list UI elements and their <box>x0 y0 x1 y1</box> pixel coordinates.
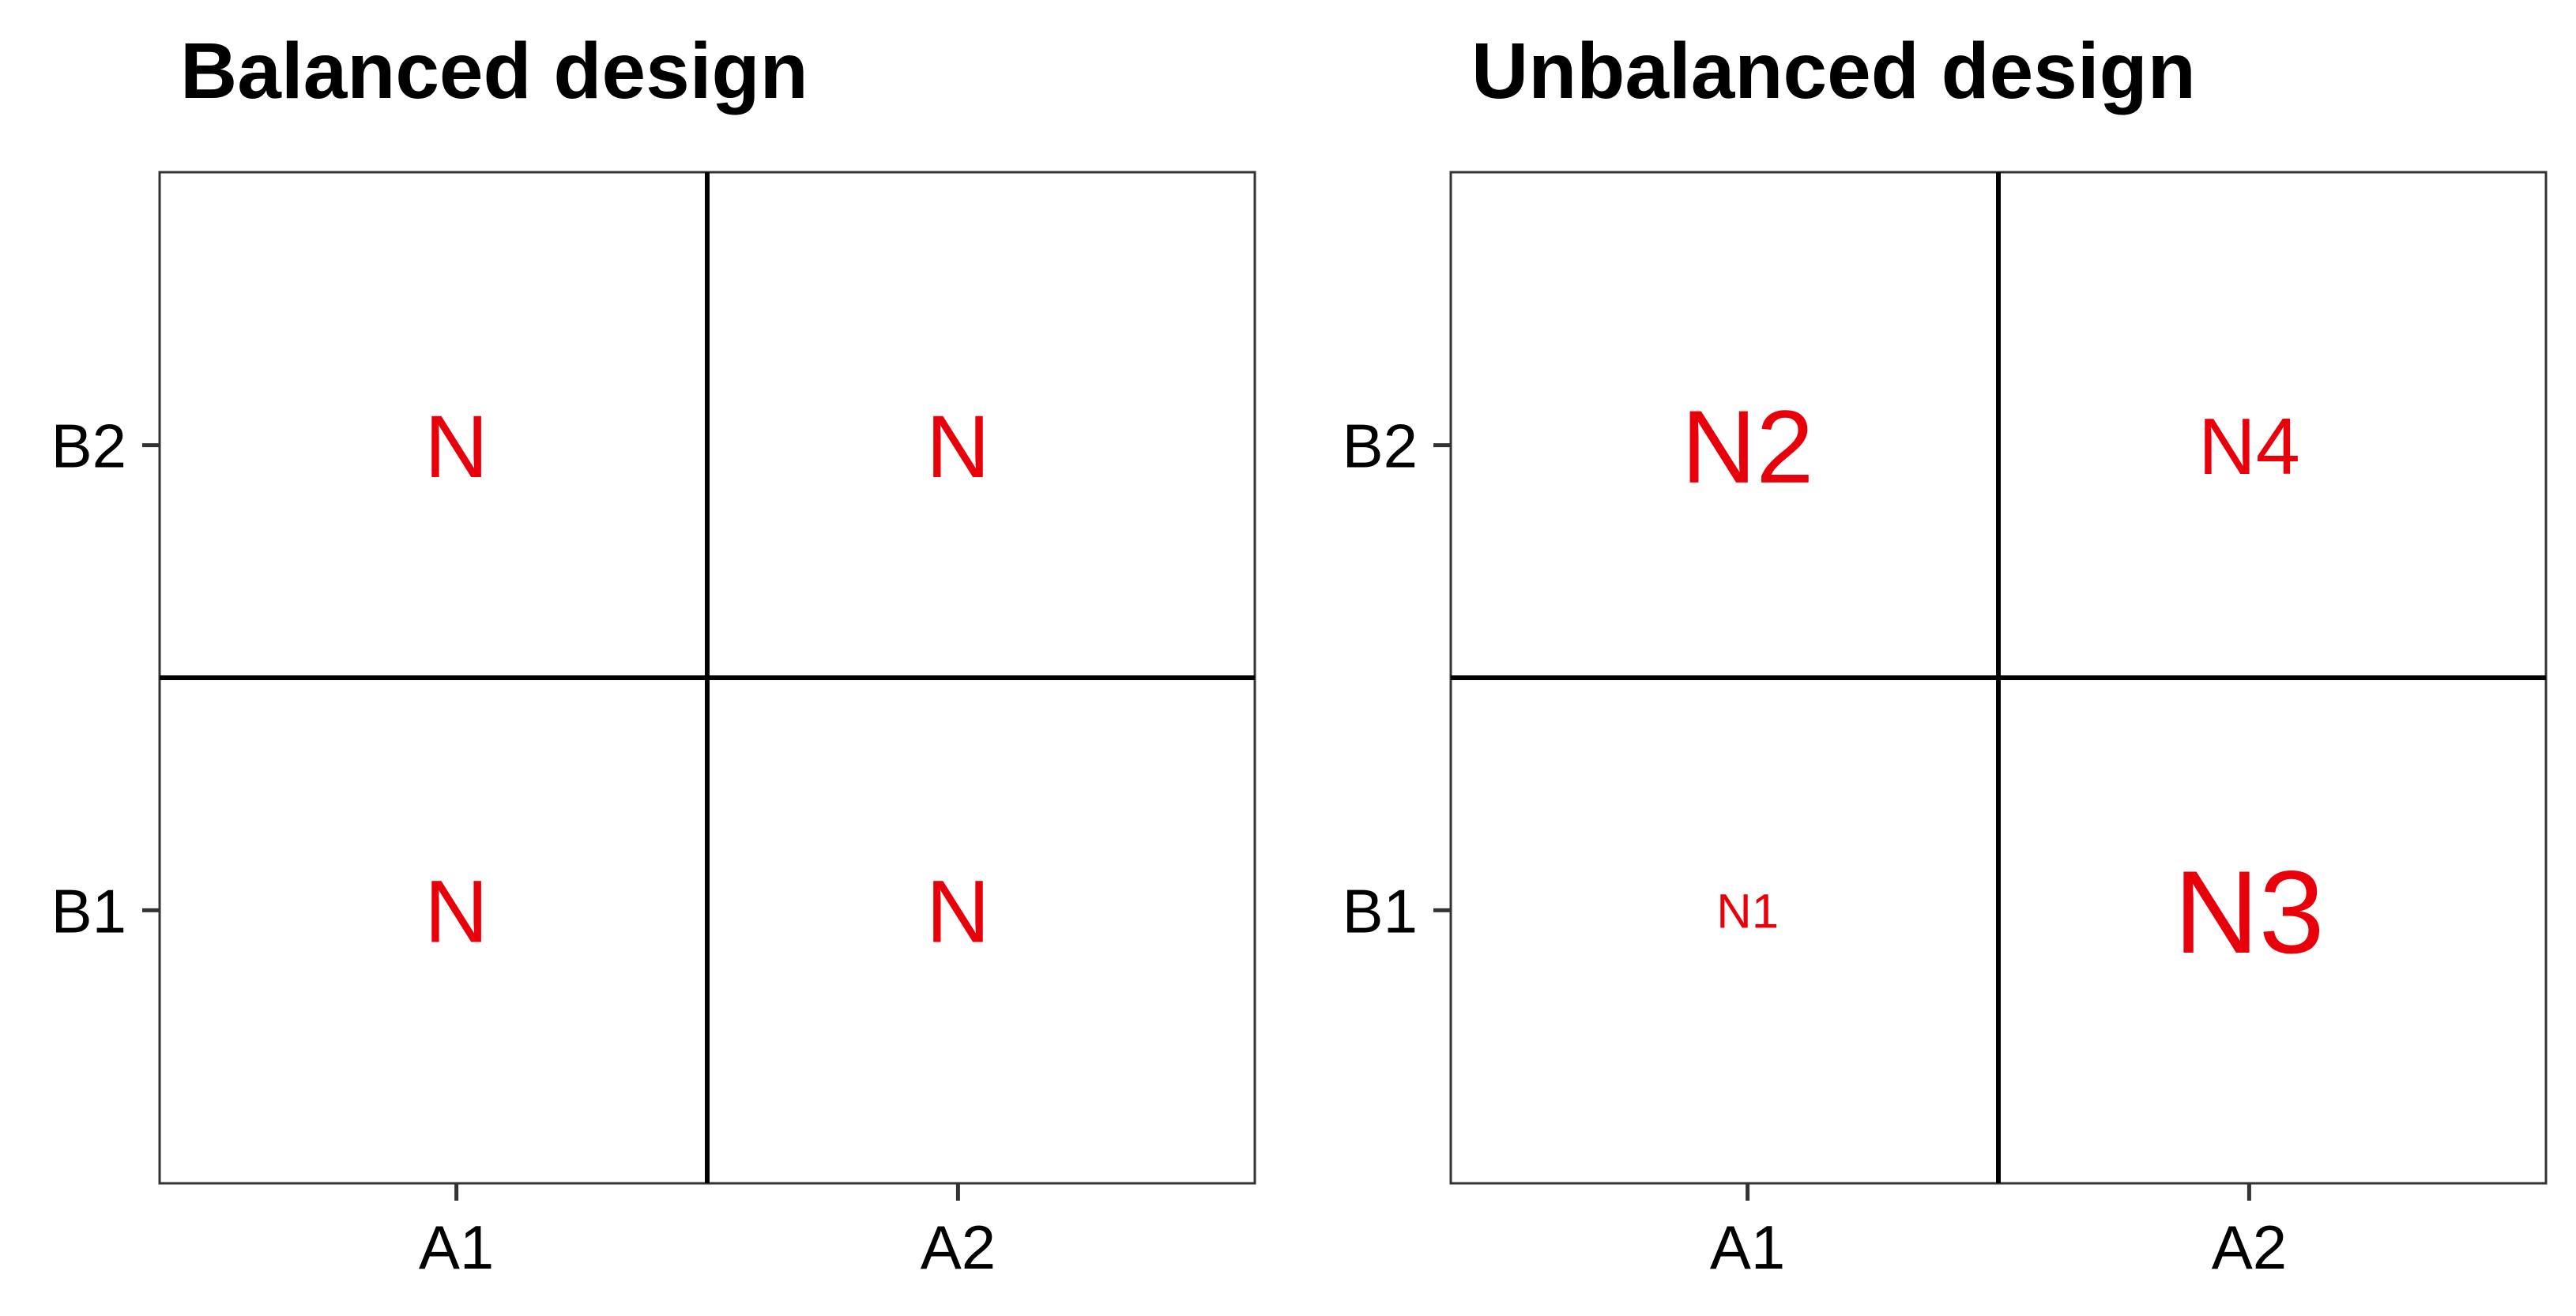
y-tick-label: B1 <box>1343 876 1418 946</box>
x-tick-label: A2 <box>2212 1213 2287 1282</box>
cell-label: N2 <box>1682 389 1813 505</box>
panel-unbalanced: Unbalanced design A1 A2 B2 B1 N2 N4 N1 N3 <box>1343 27 2548 1282</box>
cell-label: N3 <box>2174 846 2324 978</box>
panel-title: Balanced design <box>180 27 808 115</box>
cell-label: N <box>424 863 488 961</box>
y-tick-label: B2 <box>1343 412 1418 481</box>
cell-label: N1 <box>1716 885 1779 939</box>
y-tick-label: B1 <box>51 876 126 946</box>
cell-label: N <box>424 397 488 496</box>
panel-balanced: Balanced design A1 A2 B2 B1 N N N N <box>51 27 1256 1282</box>
cell-label: N4 <box>2198 403 2300 491</box>
x-tick-label: A2 <box>921 1213 996 1282</box>
cell-label: N <box>926 863 990 961</box>
cell-label: N <box>926 397 990 496</box>
x-tick-label: A1 <box>1710 1213 1785 1282</box>
y-tick-label: B2 <box>51 412 126 481</box>
panel-title: Unbalanced design <box>1471 27 2196 115</box>
x-tick-label: A1 <box>419 1213 494 1282</box>
